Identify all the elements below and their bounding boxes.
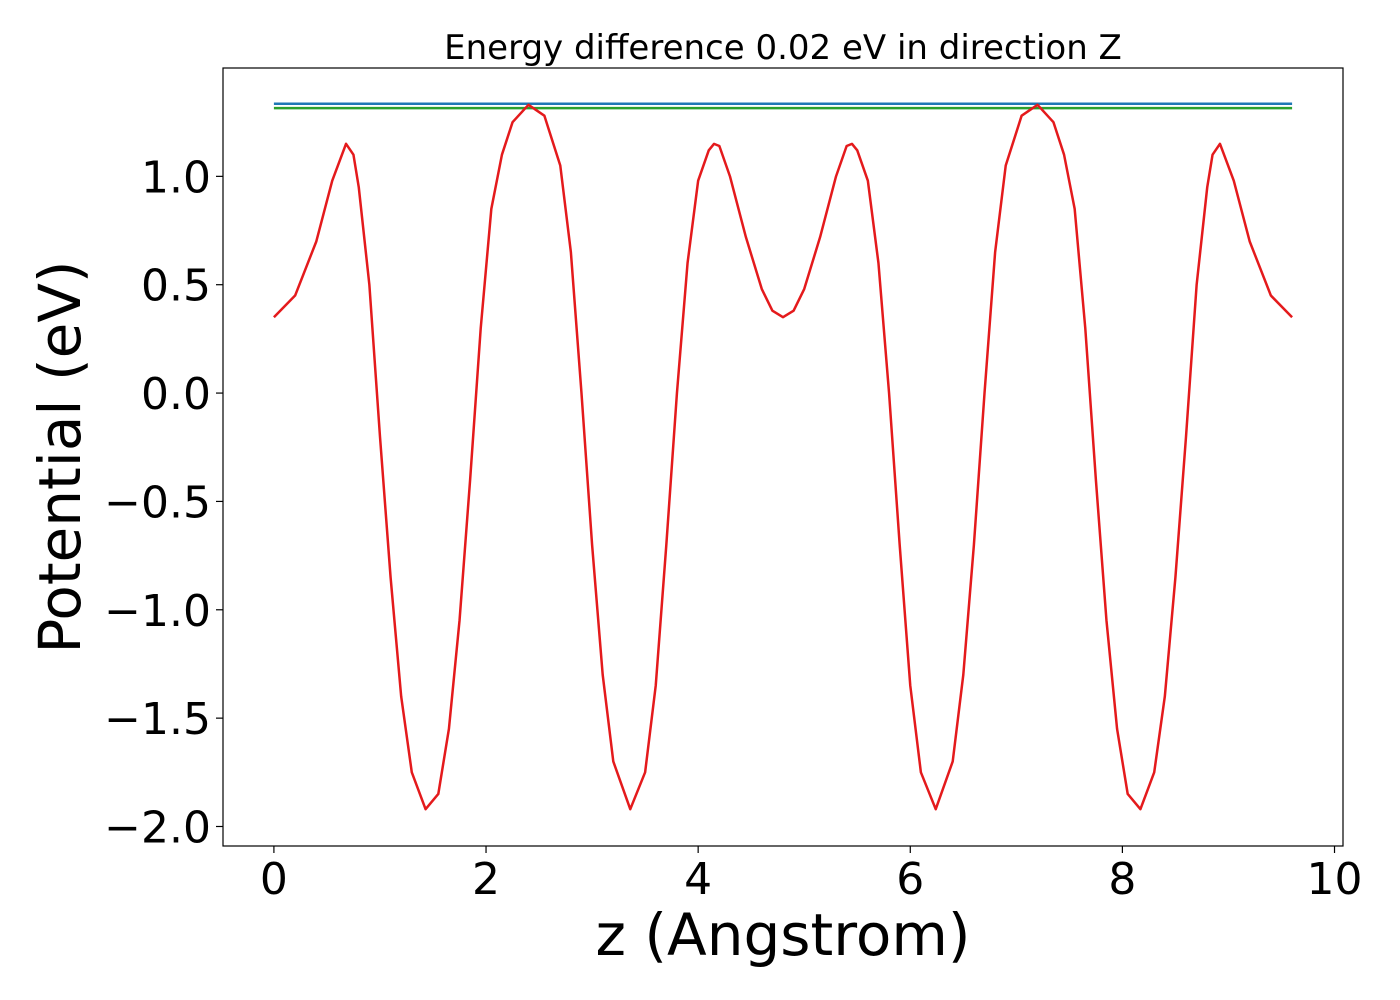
x-tick-label: 8 bbox=[1108, 854, 1136, 905]
y-axis-label: Potential (eV) bbox=[26, 260, 94, 653]
y-tick-label: −1.0 bbox=[104, 586, 211, 637]
x-tick-label: 4 bbox=[684, 854, 712, 905]
x-tick-label: 6 bbox=[896, 854, 924, 905]
y-tick-label: 1.0 bbox=[141, 152, 211, 203]
chart-title: Energy difference 0.02 eV in direction Z bbox=[444, 28, 1122, 68]
y-tick-label: −2.0 bbox=[104, 802, 211, 853]
y-tick-label: −1.5 bbox=[104, 694, 211, 745]
y-tick-label: −0.5 bbox=[104, 477, 211, 528]
y-tick-label: 0.5 bbox=[141, 261, 211, 312]
plot-frame bbox=[222, 67, 1344, 847]
x-tick-label: 10 bbox=[1307, 854, 1363, 905]
x-tick-label: 2 bbox=[472, 854, 500, 905]
x-tick-label: 0 bbox=[260, 854, 288, 905]
y-tick-label: 0.0 bbox=[141, 369, 211, 420]
series-line bbox=[273, 103, 1293, 811]
x-axis-label: z (Angstrom) bbox=[596, 901, 971, 969]
